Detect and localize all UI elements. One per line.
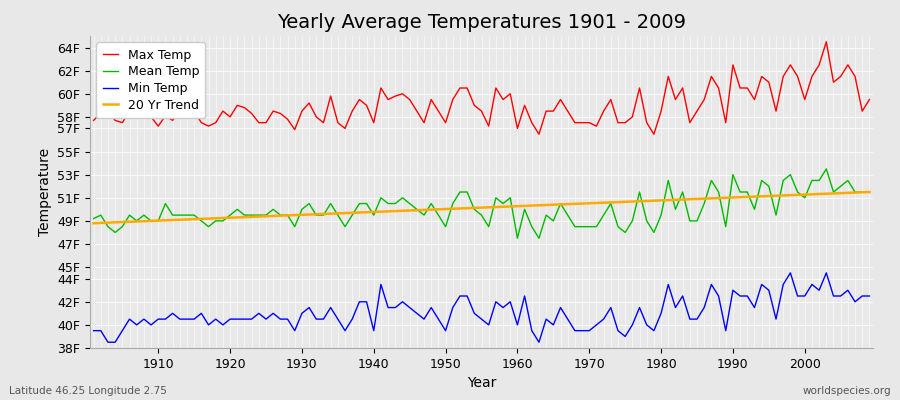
Mean Temp: [303, 201, 314, 206]
Min Temp: [354, 299, 364, 304]
Line: Mean Temp: Mean Temp: [94, 169, 869, 238]
Max Temp: [534, 132, 544, 137]
X-axis label: Year: Year: [467, 376, 496, 390]
Min Temp: [88, 328, 99, 333]
Mean Temp: [864, 190, 875, 194]
Line: Max Temp: Max Temp: [94, 42, 869, 134]
Min Temp: [785, 270, 796, 275]
Max Temp: [821, 39, 832, 44]
Max Temp: [606, 97, 616, 102]
Mean Temp: [346, 213, 357, 218]
Text: Latitude 46.25 Longitude 2.75: Latitude 46.25 Longitude 2.75: [9, 386, 166, 396]
Mean Temp: [88, 216, 99, 221]
Min Temp: [512, 322, 523, 327]
Text: worldspecies.org: worldspecies.org: [803, 386, 891, 396]
Mean Temp: [146, 218, 157, 223]
Min Temp: [519, 294, 530, 298]
Max Temp: [512, 126, 523, 131]
Max Temp: [346, 109, 357, 114]
Title: Yearly Average Temperatures 1901 - 2009: Yearly Average Temperatures 1901 - 2009: [277, 13, 686, 32]
Max Temp: [303, 101, 314, 106]
Mean Temp: [606, 201, 616, 206]
Min Temp: [103, 340, 113, 345]
Min Temp: [153, 317, 164, 322]
Line: Min Temp: Min Temp: [94, 273, 869, 342]
Max Temp: [505, 91, 516, 96]
Max Temp: [864, 97, 875, 102]
Mean Temp: [505, 195, 516, 200]
Mean Temp: [519, 207, 530, 212]
Mean Temp: [821, 166, 832, 171]
Max Temp: [88, 118, 99, 123]
Min Temp: [310, 317, 321, 322]
Y-axis label: Temperature: Temperature: [38, 148, 51, 236]
Legend: Max Temp, Mean Temp, Min Temp, 20 Yr Trend: Max Temp, Mean Temp, Min Temp, 20 Yr Tre…: [96, 42, 205, 118]
Min Temp: [864, 294, 875, 298]
Mean Temp: [512, 236, 523, 241]
Max Temp: [146, 114, 157, 119]
Min Temp: [606, 305, 616, 310]
